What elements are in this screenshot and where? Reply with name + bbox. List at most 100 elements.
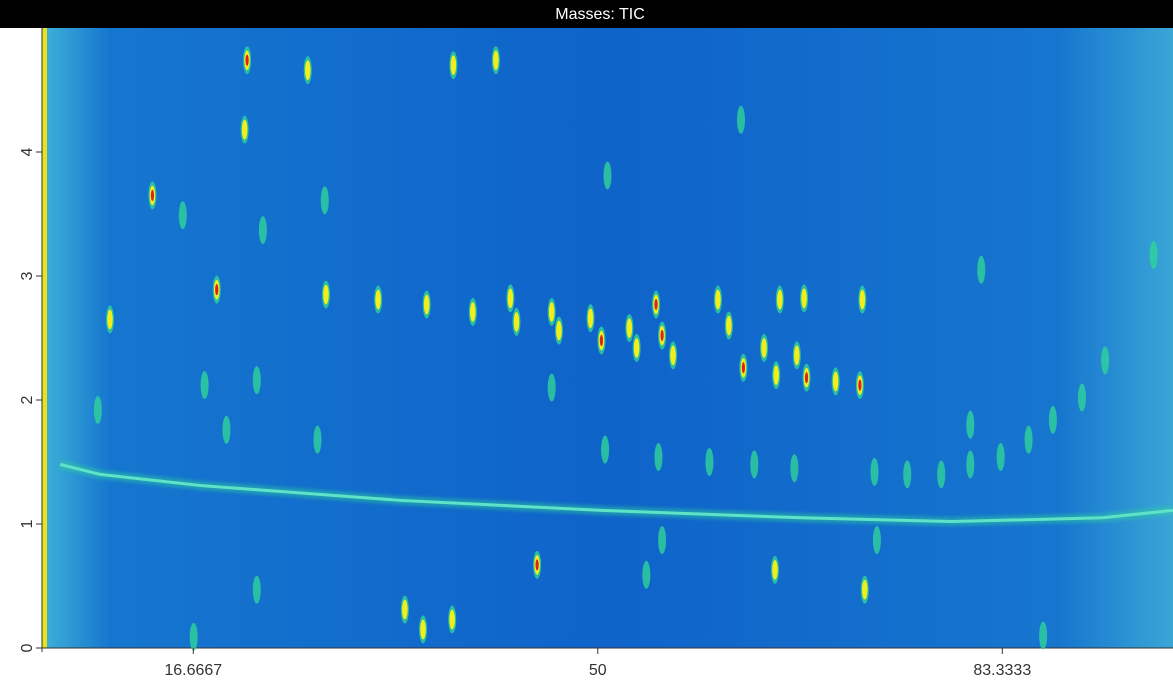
chart: Masses: TIC 0123416.66675083.3333 (0, 0, 1173, 685)
peak-level (94, 396, 102, 424)
peak (739, 354, 747, 382)
peak (977, 256, 985, 284)
peak (253, 576, 261, 604)
peak-level (514, 312, 520, 332)
peak-level (601, 436, 609, 464)
peak-level (451, 55, 457, 75)
y-tick-label: 2 (19, 395, 36, 404)
peak-level (588, 308, 594, 328)
peak (555, 317, 563, 345)
peak (800, 284, 808, 312)
peak-level (604, 162, 612, 190)
peak (771, 556, 779, 584)
peak (533, 551, 541, 579)
peak (772, 361, 780, 389)
peak-level (627, 318, 633, 338)
peak-level (903, 460, 911, 488)
peak (512, 308, 520, 336)
peak (506, 284, 514, 312)
peak-level (470, 302, 476, 322)
peak-level (253, 366, 261, 394)
chart-title: Masses: TIC (555, 6, 645, 23)
peak (423, 291, 431, 319)
peak-level (549, 302, 555, 322)
peak-level (1078, 384, 1086, 412)
peak-level (107, 310, 113, 330)
peak-level (1025, 426, 1033, 454)
peak-level (742, 362, 745, 373)
peak (760, 334, 768, 362)
peak (654, 443, 662, 471)
peak (669, 341, 677, 369)
peak-level (420, 620, 426, 640)
peak (861, 576, 869, 604)
peak-level (705, 448, 713, 476)
peak (601, 436, 609, 464)
peak-level (805, 372, 808, 383)
peak (750, 450, 758, 478)
peak (148, 181, 156, 209)
peak (633, 334, 641, 362)
peak (469, 298, 477, 326)
y-tick-label: 4 (19, 147, 36, 156)
peak (190, 623, 198, 651)
peak-level (222, 416, 230, 444)
peak-level (600, 335, 603, 346)
peak (253, 366, 261, 394)
peak-level (375, 290, 381, 310)
peak (321, 186, 329, 214)
peak-level (801, 289, 807, 309)
peak-level (997, 443, 1005, 471)
peak-level (1150, 241, 1158, 269)
y-tick-label: 3 (19, 271, 36, 280)
peak-level (323, 285, 329, 305)
peak (873, 526, 881, 554)
peak-level (313, 426, 321, 454)
peak (322, 281, 330, 309)
peak (448, 605, 456, 633)
peak-level (654, 299, 657, 310)
peak-level (773, 365, 779, 385)
peak-level (536, 559, 539, 570)
peak-level (790, 454, 798, 482)
peak-level (402, 600, 408, 620)
peak (1150, 241, 1158, 269)
peak-level (833, 372, 839, 392)
peak (652, 291, 660, 319)
peak (179, 201, 187, 229)
y-tick-label: 0 (19, 643, 36, 652)
peak-level (1101, 346, 1109, 374)
peak (241, 116, 249, 144)
peak-level (750, 450, 758, 478)
peak (313, 426, 321, 454)
peak (548, 374, 556, 402)
peak-level (870, 458, 878, 486)
peak (587, 304, 595, 332)
peak-level (253, 576, 261, 604)
peak (106, 305, 114, 333)
peak-level (966, 450, 974, 478)
peak-level (1039, 622, 1047, 650)
peak (725, 312, 733, 340)
peak-level (661, 330, 664, 341)
peak (832, 367, 840, 395)
peak (419, 615, 427, 643)
peak (937, 460, 945, 488)
peak (374, 286, 382, 314)
peak-level (670, 346, 676, 366)
peak-level (179, 201, 187, 229)
peak (201, 371, 209, 399)
peak (997, 443, 1005, 471)
peak (1039, 622, 1047, 650)
peak (714, 286, 722, 314)
peak (597, 326, 605, 354)
peak-level (242, 120, 248, 140)
peak (213, 276, 221, 304)
peak (858, 286, 866, 314)
peak (856, 371, 864, 399)
page: Masses: TIC 0123416.66675083.3333 (() =>… (0, 0, 1173, 690)
peak-level (966, 411, 974, 439)
peak-level (772, 560, 778, 580)
peak (625, 314, 633, 342)
peak-level (715, 290, 721, 310)
